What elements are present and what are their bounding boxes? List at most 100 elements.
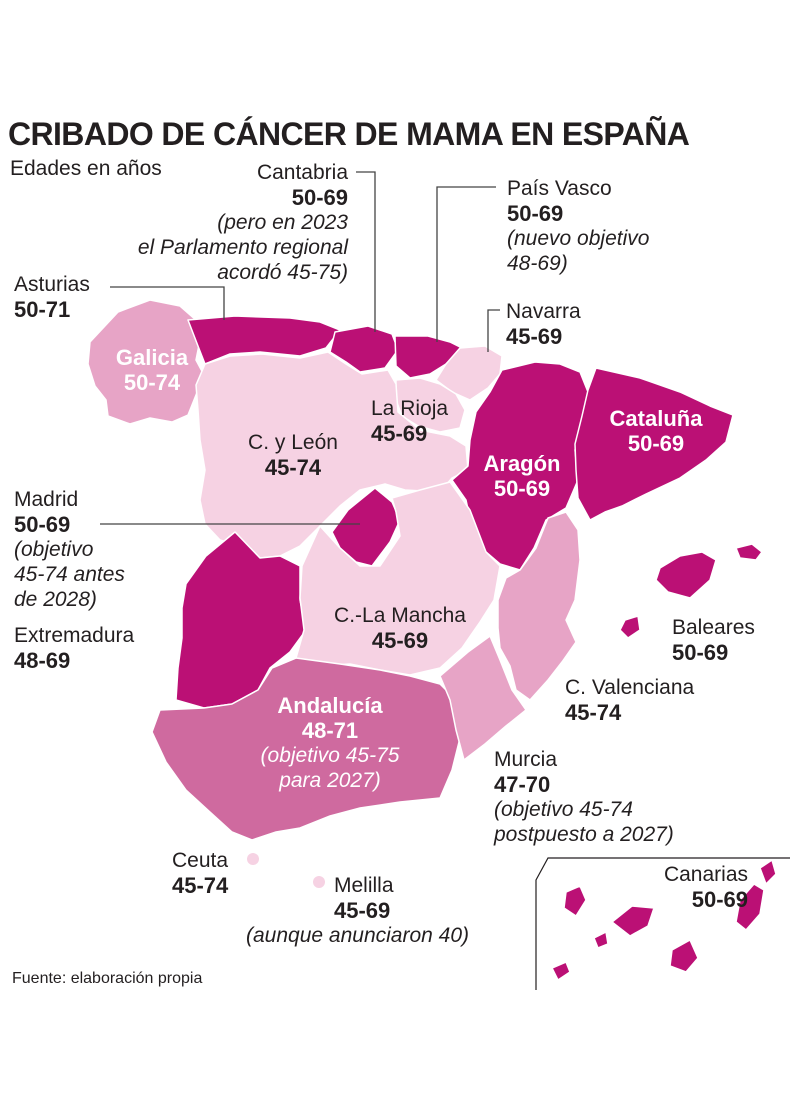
region-canarias-1 [563,885,587,917]
label-castilla-leon: C. y León 45-74 [238,430,348,480]
region-name: Madrid [14,488,79,511]
region-aragon [451,361,589,571]
region-valenciana [497,511,581,701]
label-navarra: Navarra 45-69 [506,299,581,349]
region-andalucia [151,657,463,841]
region-ages: 50-69 [672,640,729,665]
source-note: Fuente: elaboración propia [12,970,203,987]
region-asturias [187,315,341,365]
region-name: Extremadura [14,624,135,647]
region-ages: 50-69 [691,887,748,912]
region-ages: 50-74 [123,370,181,395]
region-name: C. Valenciana [565,676,695,699]
region-note: (nuevo objetivo [507,227,650,250]
label-cantabria: Cantabria 50-69 (pero en 2023 el Parlame… [138,160,348,285]
region-canarias-6 [551,961,571,981]
region-ages: 47-70 [494,772,551,797]
region-canarias-5 [759,859,777,885]
label-aragon: Aragón 50-69 [470,451,574,501]
region-ages: 50-69 [507,201,564,226]
region-murcia [439,635,527,761]
region-ages: 50-69 [627,431,685,456]
label-extremadura: Extremadura 48-69 [14,623,134,673]
region-name: Murcia [494,748,558,771]
map-title: CRIBADO DE CÁNCER DE MAMA EN ESPAÑA [8,116,690,152]
region-ages: 50-69 [493,476,551,501]
region-note: (objetivo [14,538,94,561]
region-name: Aragón [483,451,561,476]
region-ages: 45-69 [371,628,429,653]
region-baleares-ibiza [619,615,641,639]
region-ages: 50-69 [291,185,348,210]
region-ages: 48-69 [14,648,71,673]
region-note: 48-69) [507,252,568,275]
region-navarra [435,345,503,401]
region-canarias-3 [669,939,699,973]
label-la-rioja: La Rioja 45-69 [371,396,448,446]
region-ages: 50-71 [14,297,71,322]
label-baleares: Baleares 50-69 [672,615,755,665]
region-name: Asturias [14,273,90,296]
region-name: Ceuta [172,849,229,872]
region-name: Galicia [115,345,189,370]
region-ages: 45-69 [506,324,563,349]
leader-pais-vasco [436,186,496,342]
region-note: para 2027) [279,769,381,792]
region-name: Navarra [506,300,581,323]
region-ages: 45-69 [334,898,391,923]
ceuta-dot [247,853,259,865]
label-murcia: Murcia 47-70 (objetivo 45-74 postpuesto … [494,747,674,847]
region-castilla-leon [195,351,469,559]
region-note: 45-74 antes [14,563,125,586]
label-pais-vasco: País Vasco 50-69 (nuevo objetivo 48-69) [507,176,649,276]
region-name: Andalucía [277,693,383,718]
region-ages: 50-69 [14,512,71,537]
label-cataluna: Cataluña 50-69 [600,406,712,456]
region-galicia [87,299,205,425]
region-canarias-4 [735,883,765,931]
region-note: postpuesto a 2027) [494,823,674,846]
region-canarias-2 [611,905,655,937]
region-baleares-menorca [735,543,763,561]
region-canarias-7 [593,931,609,949]
region-note: el Parlamento regional [137,236,348,259]
region-name: Cataluña [609,406,703,431]
region-cantabria [329,325,399,373]
canarias-inset-frame [535,857,790,990]
region-name: País Vasco [507,177,612,200]
region-note: (objetivo 45-75 [260,744,400,767]
leader-asturias [110,286,225,320]
leader-cantabria [356,171,376,332]
label-asturias: Asturias 50-71 [14,272,90,322]
map-subtitle: Edades en años [10,157,162,180]
region-ages: 45-74 [172,873,229,898]
label-galicia: Galicia 50-74 [102,345,202,395]
region-note: acordó 45-75) [217,261,348,284]
region-la-rioja [395,377,466,433]
region-ages: 45-74 [264,455,322,480]
region-note: de 2028) [14,588,97,611]
region-ages: 45-69 [371,421,428,446]
label-madrid: Madrid 50-69 (objetivo 45-74 antes de 20… [14,487,125,612]
melilla-dot [313,876,325,888]
label-valenciana: C. Valenciana 45-74 [565,675,694,725]
region-baleares-mallorca [655,551,717,599]
region-name: C. y León [248,431,338,454]
label-canarias: Canarias 50-69 [664,862,748,912]
region-ages: 45-74 [565,700,622,725]
label-ceuta: Ceuta 45-74 [172,848,228,898]
leader-navarra [487,309,500,352]
label-castilla-la-mancha: C.-La Mancha 45-69 [315,603,485,653]
region-note: (pero en 2023 [217,211,348,234]
region-name: La Rioja [371,397,449,420]
region-name: Canarias [663,863,748,886]
region-name: C.-La Mancha [334,604,466,627]
region-name: Cantabria [256,161,348,184]
region-ages: 48-71 [301,718,359,743]
label-andalucia: Andalucía 48-71 (objetivo 45-75 para 202… [225,693,435,793]
label-melilla: Melilla 45-69 (aunque anunciaron 40) [246,873,469,948]
region-note: (aunque anunciaron 40) [246,924,470,947]
region-name: Melilla [334,874,394,897]
